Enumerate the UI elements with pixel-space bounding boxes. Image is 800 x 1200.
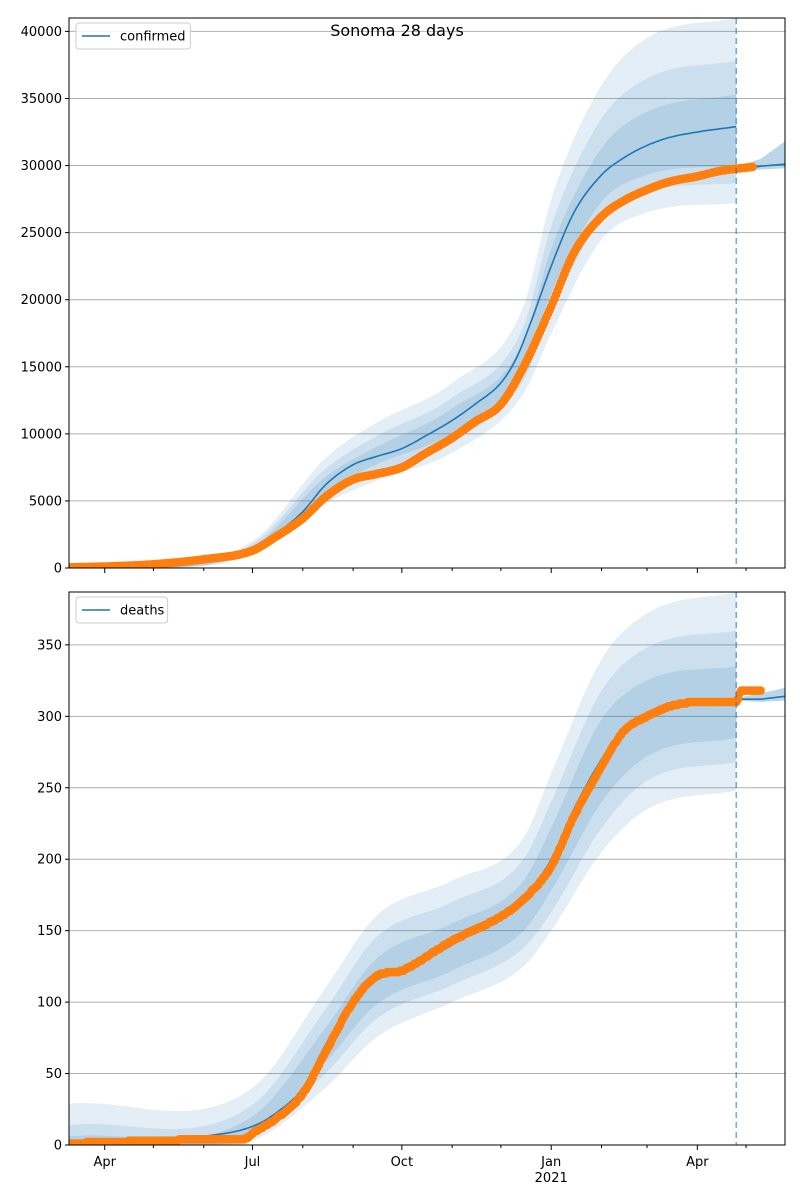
y-tick-label: 0 (54, 1139, 62, 1154)
y-tick-label: 200 (37, 853, 62, 868)
legend-label: deaths (120, 604, 165, 619)
observed-series (69, 686, 765, 1145)
y-tick-label: 100 (37, 996, 62, 1011)
uncertainty-band-middle (69, 630, 737, 1145)
y-tick-label: 35000 (21, 92, 62, 107)
axes-frame (68, 591, 786, 1146)
x-tick-label: Oct (391, 1155, 413, 1170)
y-tick-label: 350 (37, 638, 62, 653)
y-tick-label: 250 (37, 781, 62, 796)
forecast-line (736, 695, 785, 701)
y-tick-label: 0 (54, 562, 62, 577)
y-tick-label: 10000 (21, 427, 62, 442)
legend-box (75, 596, 169, 624)
x-tick-label: Apr (686, 1155, 709, 1170)
y-tick-label: 300 (37, 710, 62, 725)
uncertainty-band-inner (69, 94, 737, 568)
y-tick-label: 25000 (21, 226, 62, 241)
axes-frame (68, 17, 786, 569)
x-tick-label: Apr (93, 1155, 116, 1170)
legend-label: confirmed (120, 30, 186, 45)
x-tick-label: Jul (244, 1155, 261, 1170)
observed-point (748, 162, 757, 172)
y-tick-label: 150 (37, 924, 62, 939)
legend: deaths (75, 596, 169, 624)
uncertainty-band-outer (69, 18, 737, 568)
legend: confirmed (75, 22, 191, 50)
y-tick-label: 5000 (29, 494, 62, 509)
uncertainty-band-middle (69, 60, 737, 568)
y-tick-label: 15000 (21, 360, 62, 375)
chart-title: Sonoma 28 days (330, 21, 464, 40)
uncertainty-band-outer (69, 592, 737, 1145)
uncertainty-band-inner (69, 666, 737, 1145)
observed-point (756, 686, 765, 695)
plot-area (69, 592, 785, 1145)
x-tick-label: Jan (540, 1155, 561, 1170)
y-tick-label: 30000 (21, 159, 62, 174)
confirmed-panel: 0 5000 10000 15000 20000 25000 30000 35000 40000… (21, 17, 786, 577)
y-tick-label: 50 (45, 1067, 62, 1082)
y-tick-label: 40000 (21, 25, 62, 40)
legend-box (75, 22, 191, 50)
observed-series (69, 162, 757, 568)
y-tick-label: 20000 (21, 293, 62, 308)
x-tick-sublabel: 2021 (535, 1171, 568, 1186)
plot-area (69, 18, 785, 568)
